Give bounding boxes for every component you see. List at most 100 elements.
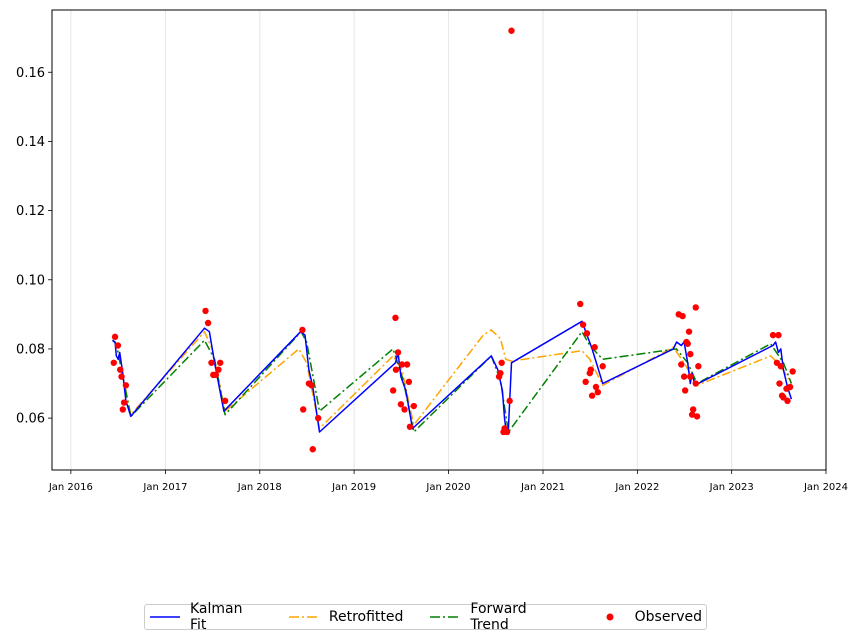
legend-label-observed: Observed: [634, 609, 702, 625]
x-tick-label: Jan 2017: [142, 482, 187, 493]
legend-item-observed: Observed: [595, 609, 702, 625]
observed-point: [692, 304, 699, 311]
grid-lines: [70, 10, 827, 470]
y-tick-label: 0.16: [16, 66, 45, 81]
observed-point: [695, 363, 702, 370]
legend-item-forward-trend: Forward Trend: [430, 601, 567, 633]
observed-point: [689, 406, 697, 413]
observed-point: [599, 363, 606, 370]
retrofitted-line: [111, 329, 793, 430]
observed-point: [114, 342, 122, 349]
observed-point: [215, 366, 222, 373]
observed-point: [684, 340, 691, 347]
observed-point: [394, 349, 402, 356]
observed-point: [680, 373, 688, 380]
plot-frame: [51, 9, 827, 471]
observed-point: [314, 414, 322, 422]
y-axis: 0.06 0.08 0.10 0.12 0.14 0.16: [16, 66, 52, 427]
x-tick-label: Jan 2020: [425, 482, 470, 493]
observed-point: [587, 366, 595, 373]
observed-point: [582, 378, 589, 386]
observed-point: [204, 319, 212, 327]
y-tick-label: 0.14: [16, 135, 45, 150]
y-tick-label: 0.06: [16, 412, 45, 427]
x-tick-label: Jan 2019: [331, 482, 376, 493]
observed-point: [591, 344, 598, 351]
legend-item-kalman-fit: Kalman Fit: [150, 601, 262, 633]
series-layer: [110, 27, 796, 453]
legend: Kalman Fit Retrofitted Forward Trend Obs…: [144, 601, 707, 633]
observed-point: [217, 359, 224, 366]
x-tick-label: Jan 2021: [520, 482, 565, 493]
observed-point: [786, 383, 794, 391]
observed-point: [692, 380, 699, 387]
observed-point: [497, 369, 504, 377]
observed-point: [503, 428, 511, 436]
x-tick-label: Jan 2024: [803, 482, 848, 493]
observed-point: [592, 383, 600, 391]
y-tick-label: 0.12: [16, 204, 45, 219]
observed-point: [679, 312, 686, 320]
observed-point: [681, 387, 689, 394]
observed-point: [111, 333, 119, 341]
observed-point: [594, 388, 602, 396]
legend-swatch-forward-trend: [430, 612, 461, 622]
chart-canvas: Jan 2016 Jan 2017 Jan 2018 Jan 2019 Jan 2020…: [16, 9, 848, 493]
observed-point: [221, 397, 229, 405]
observed-point: [308, 382, 315, 389]
legend-swatch-observed: [595, 612, 625, 622]
x-tick-label: Jan 2022: [614, 482, 659, 493]
observed-point: [120, 399, 128, 406]
observed-point: [579, 321, 587, 328]
legend-swatch-retrofitted: [288, 612, 319, 622]
observed-point: [777, 363, 784, 370]
observed-point: [110, 359, 117, 366]
observed-point: [685, 328, 693, 335]
observed-point: [118, 373, 125, 380]
observed-point: [208, 359, 215, 366]
observed-point: [406, 423, 414, 430]
observed-point: [309, 446, 316, 453]
observed-point: [405, 378, 413, 386]
observed-point: [401, 406, 408, 413]
legend-label-kalman-fit: Kalman Fit: [190, 601, 243, 633]
observed-point: [403, 361, 411, 368]
observed-point: [789, 368, 796, 375]
observed-point: [117, 366, 124, 373]
observed-point: [678, 361, 685, 368]
observed-point: [775, 331, 782, 339]
observed-point: [769, 331, 777, 339]
y-tick-label: 0.10: [16, 273, 45, 288]
observed-point: [212, 371, 220, 379]
observed-point: [577, 300, 584, 308]
observed-point: [583, 330, 591, 337]
observed-point: [202, 307, 209, 315]
legend-item-retrofitted: Retrofitted: [288, 609, 404, 625]
x-tick-label: Jan 2023: [709, 482, 754, 493]
observed-point: [392, 366, 400, 373]
observed-point: [299, 326, 306, 334]
legend-label-forward-trend: Forward Trend: [470, 601, 527, 633]
legend-swatch-kalman-fit: [150, 612, 180, 622]
observed-point: [392, 314, 399, 322]
x-tick-label: Jan 2016: [48, 482, 93, 493]
observed-point: [776, 380, 783, 387]
y-tick-label: 0.08: [16, 342, 45, 357]
observed-point: [119, 406, 127, 413]
observed-point: [693, 413, 701, 420]
observed-point: [508, 27, 515, 34]
observed-point: [398, 361, 406, 368]
observed-point: [688, 411, 696, 418]
observed-point: [687, 350, 694, 358]
observed-point: [122, 382, 130, 389]
observed-point: [299, 406, 307, 413]
observed-point: [397, 401, 405, 408]
observed-point: [506, 397, 513, 405]
x-axis: Jan 2016 Jan 2017 Jan 2018 Jan 2019 Jan 2020…: [48, 470, 848, 493]
observed-point: [410, 402, 418, 410]
observed-point: [784, 397, 791, 405]
legend-label-retrofitted: Retrofitted: [328, 609, 404, 625]
observed-point: [687, 373, 694, 380]
observed-point: [498, 359, 505, 366]
x-tick-label: Jan 2018: [237, 482, 282, 493]
